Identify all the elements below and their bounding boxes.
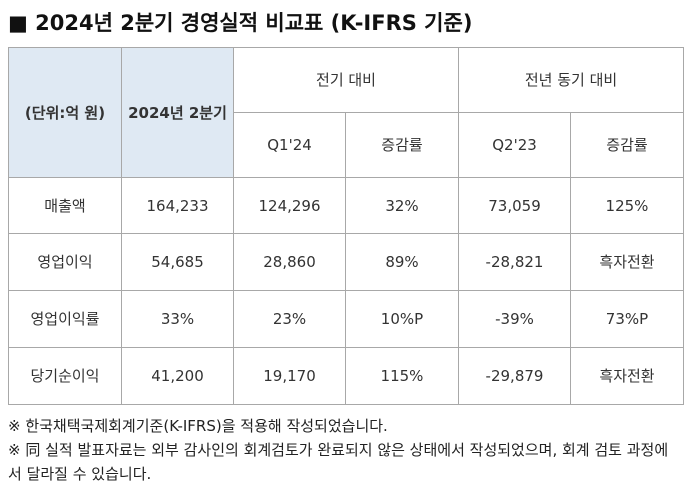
yoy-rate-value: 125% [570, 177, 684, 234]
prev-year-value: -28,821 [458, 233, 571, 291]
current-quarter-header: 2024년 2분기 [121, 47, 234, 178]
current-value: 33% [121, 290, 234, 348]
footnotes: ※ 한국채택국제회계기준(K-IFRS)을 적용해 작성되었습니다. ※ 同 실… [8, 414, 680, 486]
header-row-1: (단위:억 원) 2024년 2분기 전기 대비 전년 동기 대비 [8, 47, 684, 178]
footnote: ※ 한국채택국제회계기준(K-IFRS)을 적용해 작성되었습니다. [8, 417, 388, 435]
prev-year-value: -29,879 [458, 347, 571, 405]
row-label: 매출액 [8, 177, 122, 234]
prev-quarter-value: 19,170 [233, 347, 346, 405]
table-row: 당기순이익 41,200 19,170 115% -29,879 흑자전환 [8, 347, 684, 405]
table-row: 영업이익 54,685 28,860 89% -28,821 흑자전환 [8, 233, 684, 291]
row-label: 당기순이익 [8, 347, 122, 405]
prev-quarter-value: 23% [233, 290, 346, 348]
table-row: 매출액 164,233 124,296 32% 73,059 125% [8, 177, 684, 234]
yoy-rate-value: 흑자전환 [570, 233, 684, 291]
prev-quarter-value: 28,860 [233, 233, 346, 291]
current-value: 41,200 [121, 347, 234, 405]
qoq-rate-value: 10%P [345, 290, 459, 348]
qoq-rate-value: 115% [345, 347, 459, 405]
yoy-rate-value: 73%P [570, 290, 684, 348]
row-label: 영업이익 [8, 233, 122, 291]
qoq-rate-value: 32% [345, 177, 459, 234]
row-label: 영업이익률 [8, 290, 122, 348]
current-value: 54,685 [121, 233, 234, 291]
prev-quarter-value: 124,296 [233, 177, 346, 234]
table-row: 영업이익률 33% 23% 10%P -39% 73%P [8, 290, 684, 348]
prev-year-quarter-header: Q2'23 [458, 112, 571, 178]
yoy-group-header: 전년 동기 대비 [458, 47, 684, 113]
page-title: ■ 2024년 2분기 경영실적 비교표 (K-IFRS 기준) [8, 11, 473, 35]
yoy-rate-value: 흑자전환 [570, 347, 684, 405]
footnote: ※ 同 실적 발표자료는 외부 감사인의 회계검토가 완료되지 않은 상태에서 … [8, 441, 669, 483]
qoq-rate-header: 증감률 [345, 112, 459, 178]
unit-label: (단위:억 원) [8, 47, 122, 178]
header-row-2: Q1'24 증감률 Q2'23 증감률 [9, 112, 684, 178]
prev-year-value: -39% [458, 290, 571, 348]
yoy-rate-header: 증감률 [570, 112, 684, 178]
earnings-table: (단위:억 원) 2024년 2분기 전기 대비 전년 동기 대비 Q1'24 … [8, 47, 684, 405]
qoq-group-header: 전기 대비 [233, 47, 459, 113]
prev-year-value: 73,059 [458, 177, 571, 234]
current-value: 164,233 [121, 177, 234, 234]
qoq-rate-value: 89% [345, 233, 459, 291]
prev-quarter-header: Q1'24 [233, 112, 346, 178]
